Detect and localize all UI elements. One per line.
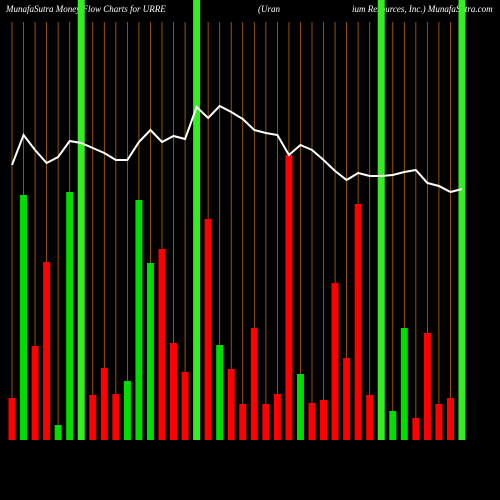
bar: [227, 369, 235, 440]
bar: [43, 262, 51, 440]
bar: [239, 404, 247, 440]
money-flow-line: [11, 104, 463, 194]
bar: [458, 0, 466, 440]
bar: [296, 374, 304, 440]
annotation: ium Resources, Inc.) MunafaSutra.com: [352, 4, 493, 14]
bar: [354, 204, 362, 440]
bar: [204, 219, 212, 440]
bar: [89, 395, 97, 440]
bar: [250, 328, 258, 440]
chart-subtitle: (Uran: [258, 4, 280, 14]
bar: [123, 381, 131, 440]
bar: [135, 200, 143, 440]
bar: [20, 195, 28, 440]
bar: [331, 283, 339, 440]
bar: [158, 249, 166, 440]
bar: [389, 411, 397, 440]
bar: [366, 395, 374, 440]
bar: [216, 345, 224, 440]
chart-title: MunafaSutra Money Flow Charts for URRE: [5, 4, 166, 14]
bar: [31, 346, 39, 440]
bar: [446, 398, 454, 440]
bar: [100, 368, 108, 440]
bar: [435, 404, 443, 440]
bar: [8, 398, 16, 440]
bar: [273, 394, 281, 440]
bar: [66, 192, 74, 440]
bar: [423, 333, 431, 440]
bar: [112, 394, 120, 440]
bar: [320, 400, 328, 440]
bar: [54, 425, 62, 440]
bar: [170, 343, 178, 440]
bar: [400, 328, 408, 440]
bar: [146, 263, 154, 440]
bar: [377, 0, 385, 440]
bar: [193, 0, 201, 440]
bar: [77, 0, 85, 440]
bar: [181, 372, 189, 440]
bar: [262, 404, 270, 440]
bar: [412, 418, 420, 440]
bar: [285, 155, 293, 440]
bar: [343, 358, 351, 440]
bar: [308, 403, 316, 440]
